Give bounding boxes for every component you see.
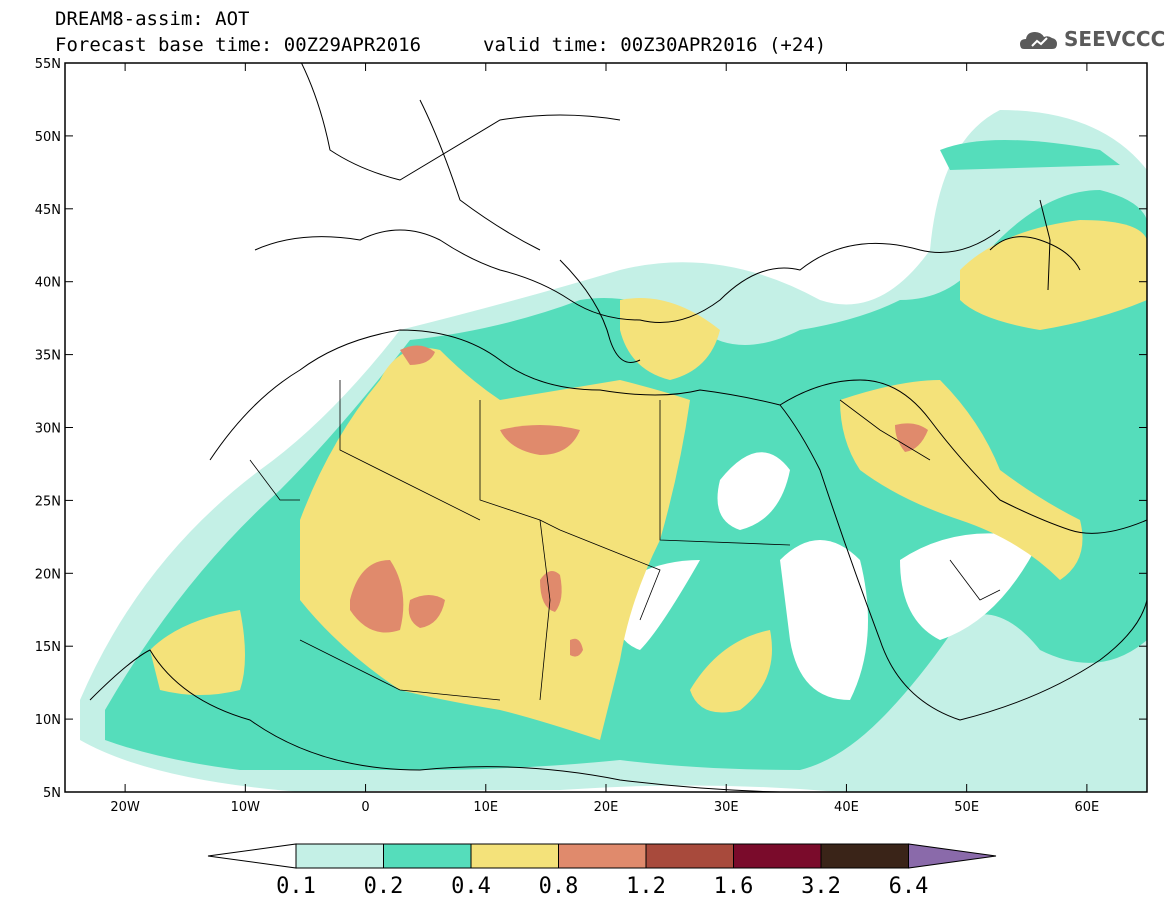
colorbar-label: 6.4 (889, 874, 929, 899)
lat-label: 40N (35, 276, 61, 291)
colorbar-segment (383, 843, 472, 869)
lat-label: 10N (35, 713, 61, 728)
aot-field (65, 63, 1147, 792)
lat-label: 50N (35, 130, 61, 145)
colorbar: 0.1 0.2 0.4 0.8 1.2 1.6 3.2 6.4 (207, 843, 997, 899)
lon-label: 20W (110, 800, 140, 815)
lat-label: 55N (35, 57, 61, 72)
colorbar-segment (295, 843, 384, 869)
colorbar-under-arrow (207, 843, 297, 869)
lon-label: 0 (361, 800, 369, 815)
lon-label: 40E (834, 800, 859, 815)
map-title: DREAM8-assim: AOT (55, 8, 250, 30)
colorbar-label: 0.1 (276, 874, 316, 899)
colorbar-label: 0.2 (364, 874, 404, 899)
axis-ticks: 55N 50N 45N 40N 35N 30N 25N 20N 15N 10N 5N 20W 10W 0 1… (35, 57, 1147, 815)
lat-label: 30N (35, 422, 61, 437)
colorbar-label: 0.4 (451, 874, 491, 899)
colorbar-segment (820, 843, 909, 869)
lon-label: 50E (954, 800, 979, 815)
colorbar-segment (645, 843, 734, 869)
lat-label: 20N (35, 567, 61, 582)
colorbar-label: 1.6 (714, 874, 754, 899)
lon-label: 60E (1075, 800, 1100, 815)
lon-label: 20E (594, 800, 619, 815)
lon-label: 10E (473, 800, 498, 815)
colorbar-segment (470, 843, 559, 869)
lon-label: 10W (231, 800, 261, 815)
colorbar-label: 1.2 (626, 874, 666, 899)
colorbar-segment (733, 843, 822, 869)
forecast-base-time: Forecast base time: 00Z29APR2016 (55, 34, 422, 56)
lat-label: 45N (35, 203, 61, 218)
logo-text: SEEVCCC (1064, 27, 1165, 51)
cloud-logo-icon (1020, 32, 1057, 49)
lat-label: 35N (35, 349, 61, 364)
coastlines (89, 63, 1147, 792)
lon-label: 30E (714, 800, 739, 815)
colorbar-label: 0.8 (539, 874, 579, 899)
country-borders (249, 380, 1001, 701)
lat-label: 15N (35, 640, 61, 655)
lat-label: 25N (35, 494, 61, 509)
colorbar-segment (558, 843, 647, 869)
colorbar-over-arrow (908, 843, 997, 869)
lat-label: 5N (43, 786, 61, 801)
valid-time: valid time: 00Z30APR2016 (+24) (483, 34, 827, 56)
colorbar-label: 3.2 (801, 874, 841, 899)
